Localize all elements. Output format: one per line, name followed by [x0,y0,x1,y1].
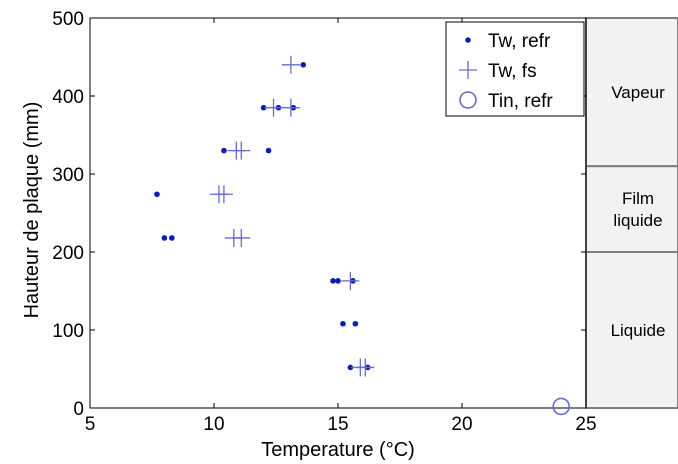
zone-box [585,165,678,253]
y-tick-label: 100 [52,321,84,342]
data-point [232,141,251,160]
data-point [154,191,160,198]
data-point [356,358,375,377]
data-point [214,185,233,204]
data-point [340,320,346,327]
data-point [232,228,251,247]
data-point [335,278,341,284]
y-tick-label: 300 [52,165,84,186]
x-tick-label: 25 [575,414,596,435]
data-point [281,98,300,117]
data-point [264,98,283,117]
x-tick-label: 20 [451,414,472,435]
data-point [330,278,336,284]
data-point [281,55,300,74]
series-dot [154,62,371,371]
data-point [552,397,571,416]
data-point [260,104,267,111]
x-tick-label: 10 [203,414,224,435]
legend-marker [459,61,477,79]
data-point [352,320,359,327]
data-point [300,62,307,68]
y-tick-label: 200 [52,243,84,264]
data-point [169,235,175,241]
data-points [154,55,571,416]
x-tick-label: 5 [85,414,96,435]
y-axis-label: Hauteur de plaque (mm) [21,102,43,319]
series-plus [209,55,375,377]
legend-marker [459,91,477,109]
phase-zones: Vapeur Film liquide Liquide [585,17,678,409]
data-point [341,271,360,290]
data-point [265,147,272,154]
zone-box [585,17,678,168]
y-tick-label: 400 [52,87,84,108]
zone-box [585,251,678,409]
zone-label: Liquide [611,321,666,340]
data-point [347,364,354,371]
axes: 5 10 15 20 25 0 100 200 300 400 500 [52,9,596,435]
zone-label: liquide [613,211,662,230]
legend-label: Tw, fs [488,61,537,82]
y-tick-label: 500 [52,9,84,30]
legend-marker [465,37,471,43]
data-point [161,235,168,241]
x-axis-label: Temperature (°C) [261,439,415,461]
legend-label: Tin, refr [488,91,553,112]
zone-label: Vapeur [611,83,665,102]
legend-label: Tw, refr [488,31,551,52]
zone-label: Film [622,189,654,208]
x-tick-label: 15 [327,414,348,435]
series-circle [552,397,571,416]
y-tick-label: 0 [73,399,84,420]
data-point [221,147,227,154]
legend: Tw, refr Tw, fs Tin, refr [445,21,585,117]
